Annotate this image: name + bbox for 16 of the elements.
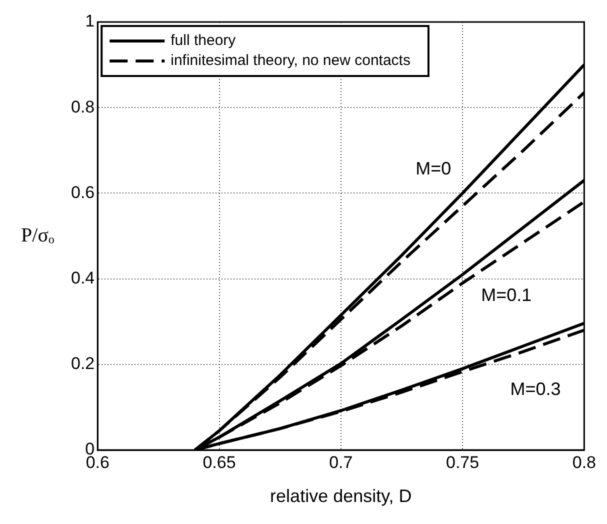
x-axis-title: relative density, D — [270, 486, 412, 506]
y-tick-label: 1 — [85, 12, 95, 31]
x-tick-label: 0.7 — [329, 452, 353, 472]
y-tick-label: 0.6 — [70, 182, 95, 202]
x-tick-label: 0.65 — [202, 452, 236, 472]
x-tick-label: 0.75 — [446, 452, 480, 472]
annotation: M=0.3 — [510, 379, 561, 400]
legend-label: infinitesimal theory, no new contacts — [170, 52, 410, 70]
y-tick-label: 0.2 — [70, 354, 95, 374]
y-tick-label: 0.8 — [70, 97, 95, 116]
annotation: M=0.1 — [481, 284, 532, 305]
legend-label: full theory — [170, 32, 236, 50]
x-tick-label: 0.8 — [572, 452, 596, 472]
y-axis-title: P/σₒ — [21, 224, 54, 246]
y-tick-label: 0.4 — [70, 268, 95, 288]
annotation: M=0 — [416, 158, 452, 179]
